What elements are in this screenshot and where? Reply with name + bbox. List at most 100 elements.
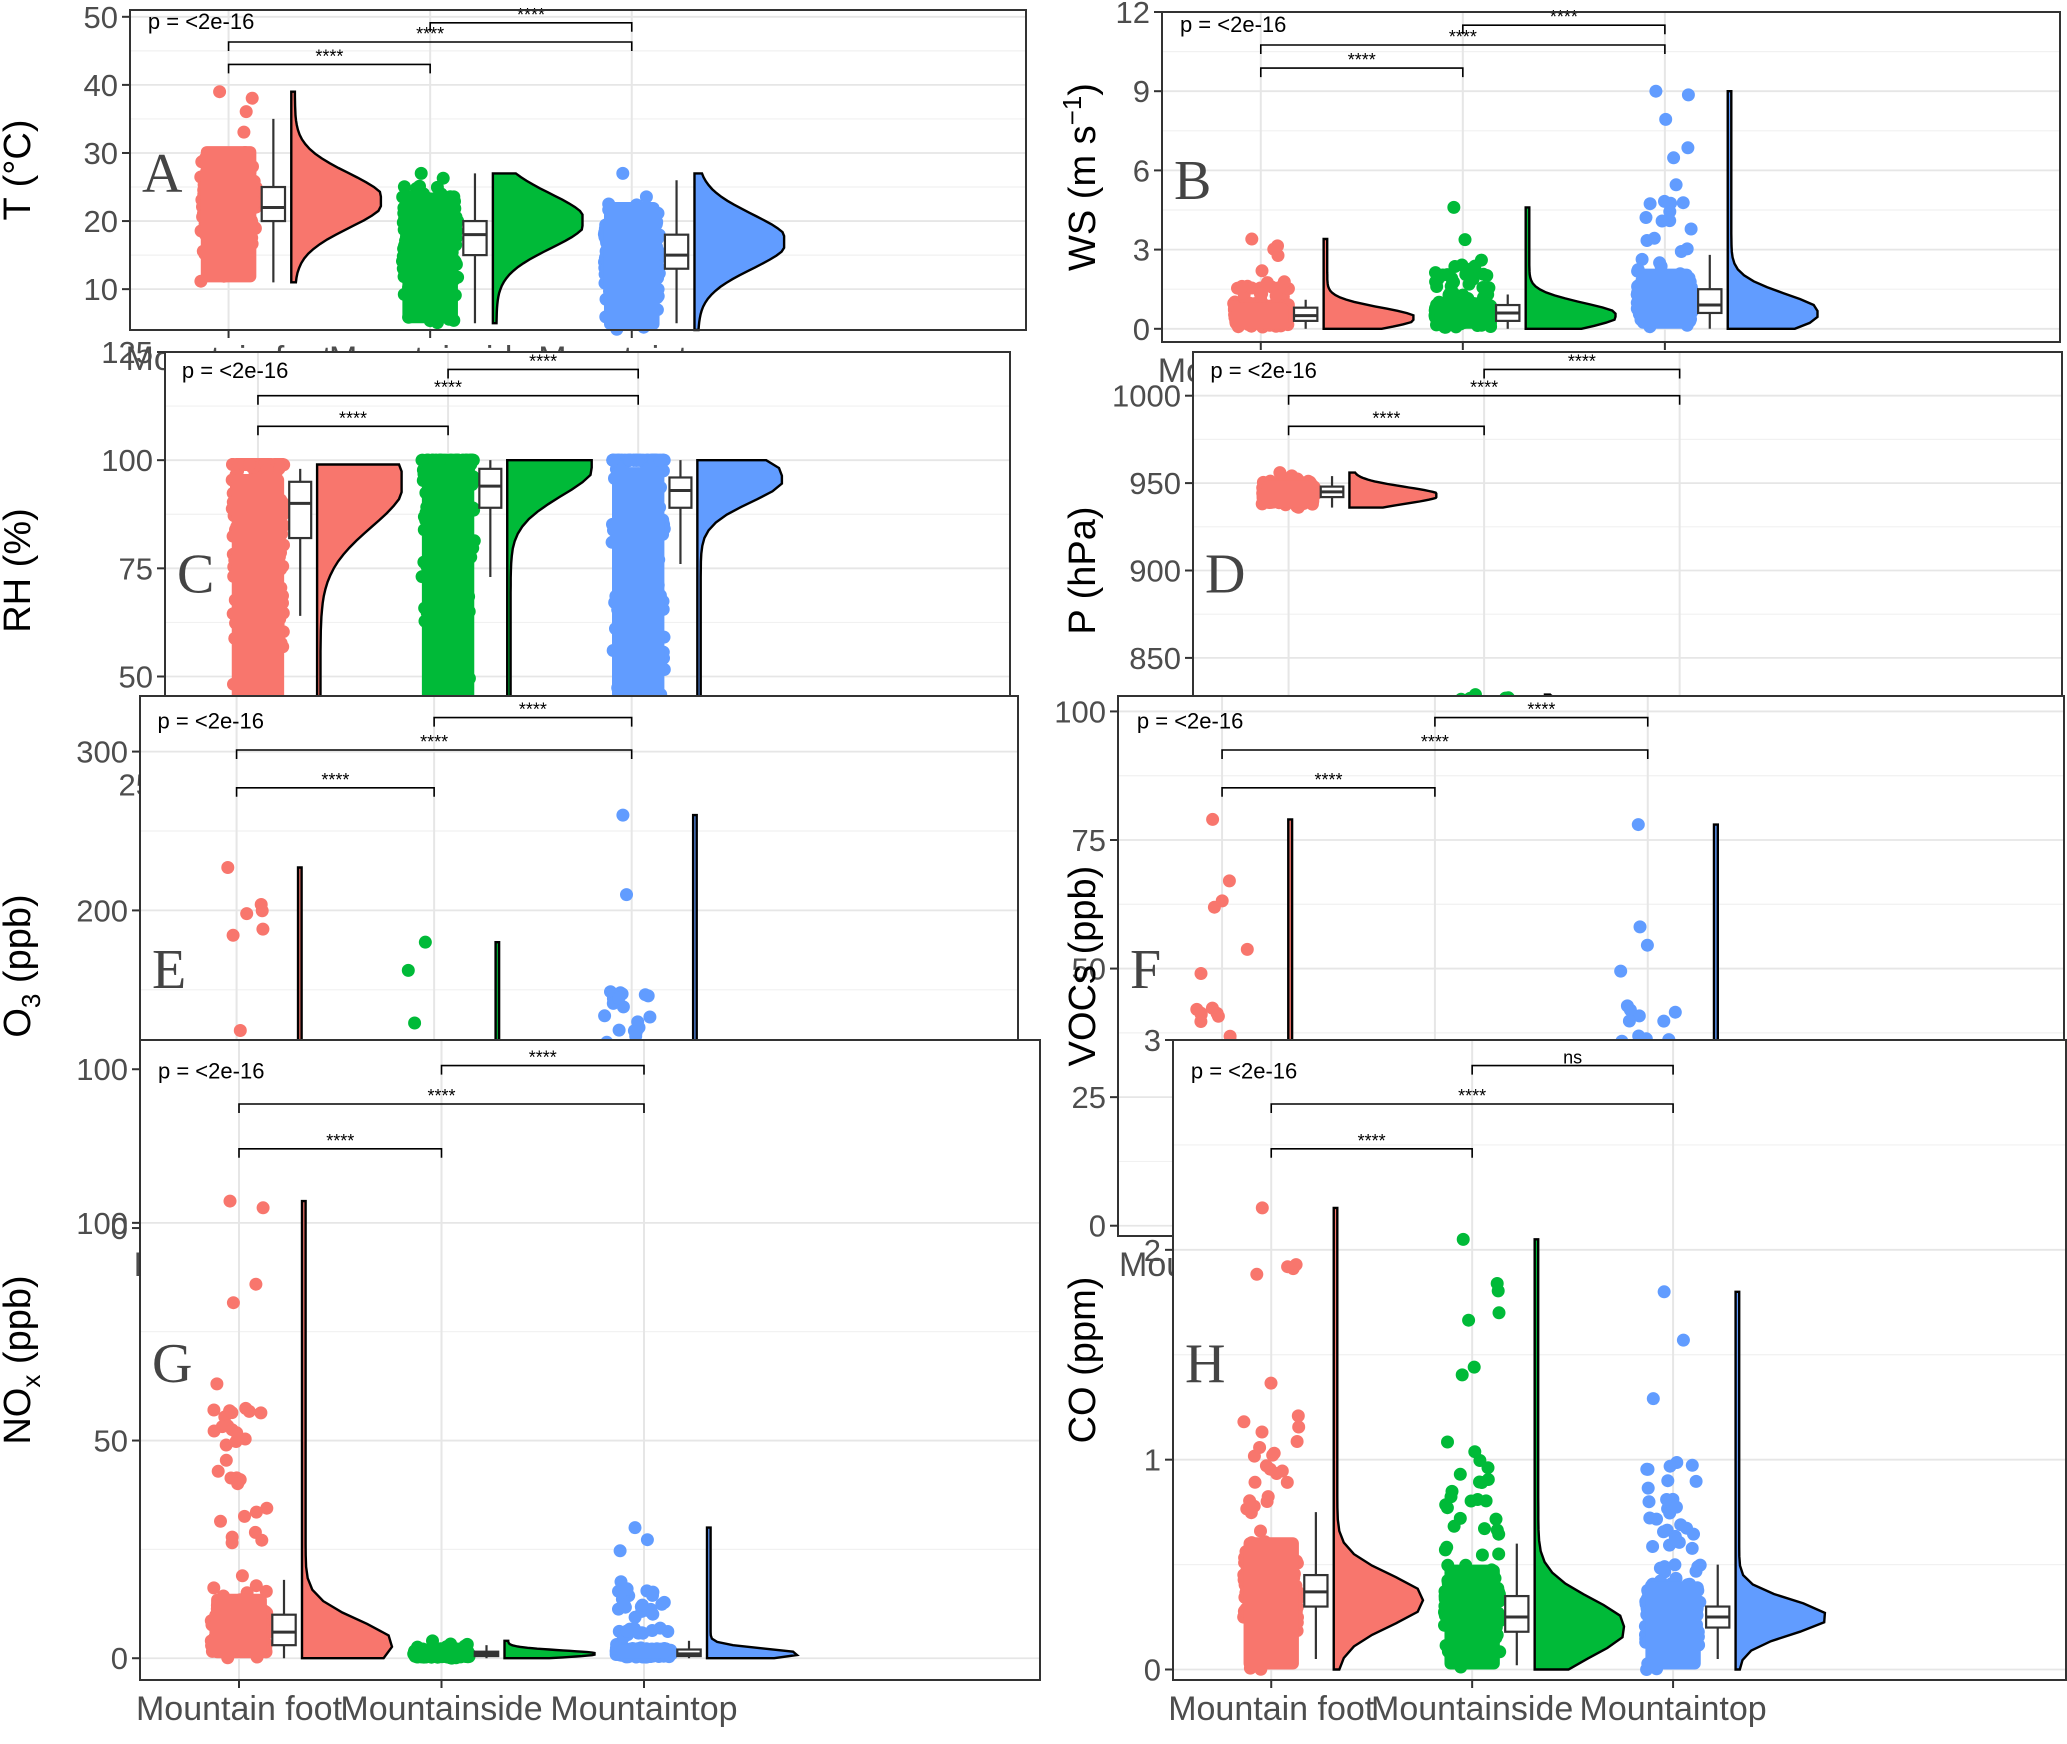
data-point — [1635, 252, 1649, 266]
half-violin — [491, 172, 584, 325]
panel-letter: D — [1205, 544, 1245, 606]
panel-letter: A — [142, 143, 183, 205]
y-axis-label-suffix: ) — [1062, 83, 1104, 96]
data-point — [1643, 197, 1657, 211]
bracket-label: **** — [1449, 27, 1477, 47]
data-point — [444, 453, 458, 467]
bracket-line — [1259, 67, 1464, 78]
data-point — [606, 453, 620, 467]
y-axis-label-main: WS (m s — [1062, 125, 1104, 271]
y-axis-label-suffix: (ppb) — [0, 894, 39, 993]
box-iqr — [1697, 288, 1723, 315]
y-tick-label: 6 — [1133, 153, 1150, 188]
data-point — [1462, 277, 1476, 291]
data-point — [1476, 267, 1490, 281]
panel-b: ************p = <2e-16B036912Mountain fo… — [1057, 0, 2061, 390]
scatter-core — [402, 192, 458, 324]
bracket-line — [257, 394, 639, 405]
data-point — [1676, 196, 1690, 210]
group-mountain-foot — [1255, 466, 1438, 514]
data-point — [1684, 222, 1698, 236]
bracket-label: **** — [1348, 50, 1376, 70]
group-mountainside — [1428, 200, 1617, 334]
bracket-label: **** — [434, 378, 462, 398]
data-point — [1658, 194, 1671, 208]
plot-border — [1161, 11, 2061, 343]
scatter-core — [231, 474, 285, 742]
y-tick-label: 850 — [1129, 641, 1181, 676]
data-point — [430, 180, 444, 194]
bracket-line — [227, 41, 633, 51]
group-mountainside — [396, 166, 584, 330]
panel-a: ************p = <2e-16A1020304050Mountai… — [0, 0, 1027, 378]
y-tick-label: 100 — [101, 443, 153, 478]
data-point — [612, 991, 626, 1005]
scatter-core — [1261, 480, 1316, 508]
bracket-line — [1259, 44, 1666, 54]
bracket-line — [1287, 394, 1681, 405]
scatter-core — [1637, 268, 1693, 329]
data-point — [1681, 141, 1695, 155]
plot-background — [1162, 12, 2060, 342]
data-point — [1269, 289, 1283, 303]
y-axis-label-main: RH (%) — [0, 508, 39, 633]
y-axis-label: WS (m s−1) — [1057, 83, 1104, 271]
data-point — [1446, 286, 1460, 300]
comparison-brackets: ************ — [1287, 351, 1681, 436]
data-point — [1255, 264, 1269, 278]
bracket-label: **** — [315, 46, 343, 66]
p-value-label: p = <2e-16 — [158, 708, 264, 733]
box-iqr — [288, 480, 313, 540]
bracket-label: **** — [420, 732, 448, 752]
data-point — [433, 453, 447, 467]
data-point — [1647, 231, 1661, 245]
half-violin — [1348, 471, 1438, 509]
group-mountain-foot — [194, 85, 383, 288]
bracket-label: **** — [517, 5, 545, 25]
data-point — [1640, 938, 1654, 952]
half-violin — [1524, 206, 1617, 330]
data-point — [1215, 894, 1229, 908]
data-point — [256, 922, 270, 936]
y-tick-label: 125 — [101, 335, 153, 370]
data-point — [1659, 112, 1673, 126]
data-point — [1657, 1014, 1671, 1028]
data-point — [1235, 279, 1249, 293]
p-value-label: p = <2e-16 — [148, 9, 254, 34]
data-point — [414, 166, 428, 180]
bracket-label: **** — [416, 24, 444, 44]
y-axis-label: P (hPa) — [1062, 506, 1104, 634]
y-tick-label: 50 — [119, 660, 153, 695]
half-violin — [1322, 237, 1415, 330]
panel-letter: B — [1174, 150, 1211, 212]
data-point — [237, 125, 251, 139]
data-point — [1468, 259, 1482, 273]
data-point — [643, 1010, 657, 1024]
data-point — [1649, 84, 1663, 98]
bracket-line — [1462, 24, 1666, 35]
panel-letter: C — [177, 544, 214, 606]
bracket-line — [257, 425, 449, 436]
data-point — [620, 888, 633, 902]
comparison-brackets: ************ — [257, 351, 639, 436]
y-tick-label: 75 — [119, 551, 153, 586]
data-point — [213, 85, 227, 99]
y-tick-label: 3 — [1133, 233, 1150, 268]
box-iqr — [260, 185, 287, 223]
y-tick-label: 40 — [84, 68, 118, 103]
bracket-label: **** — [1470, 378, 1498, 398]
data-point — [1447, 200, 1461, 214]
data-point — [1614, 964, 1628, 978]
box-iqr — [462, 219, 488, 257]
data-point — [1273, 466, 1287, 480]
y-tick-label: 900 — [1129, 554, 1181, 589]
y-tick-label: 300 — [76, 735, 128, 770]
bracket-line — [1483, 368, 1681, 379]
y-tick-label: 10 — [84, 272, 118, 307]
scatter-core — [421, 463, 475, 755]
y-axis-label: RH (%) — [0, 508, 39, 633]
bracket-line — [447, 368, 639, 379]
bracket-label: **** — [519, 700, 547, 720]
